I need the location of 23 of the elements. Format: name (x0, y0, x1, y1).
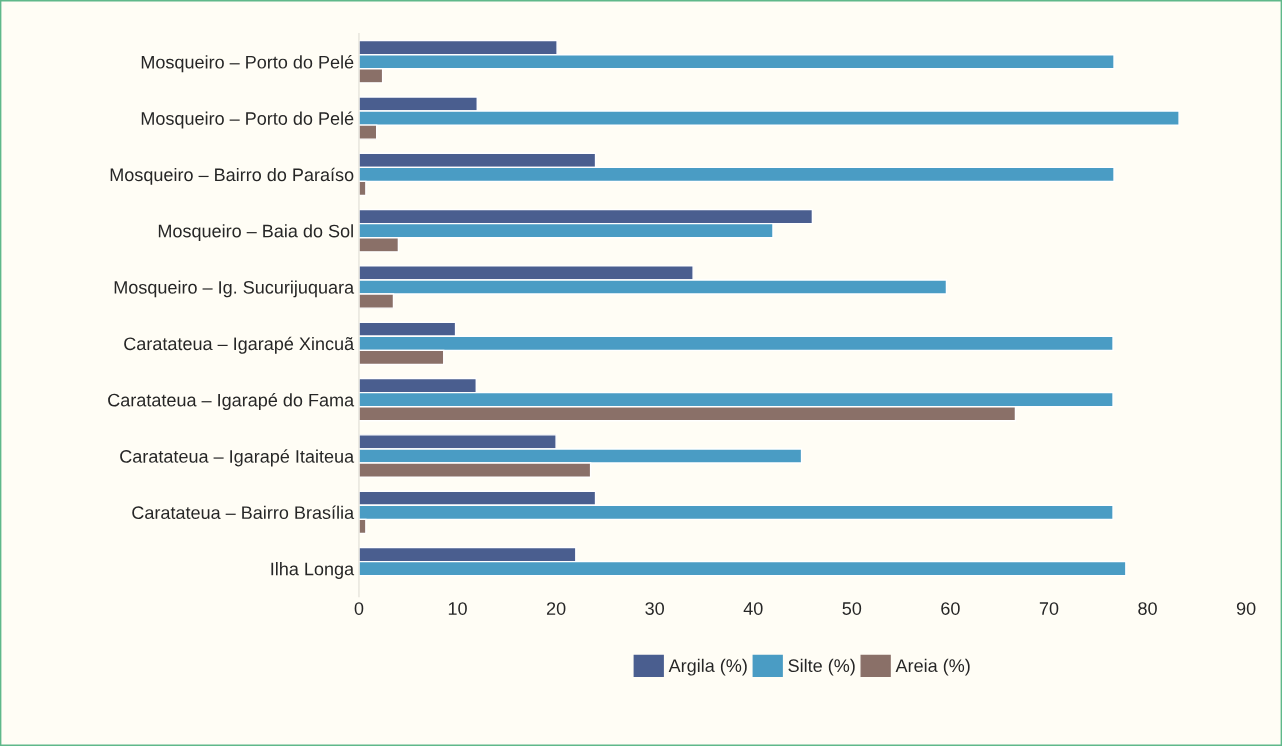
y-tick-label: Mosqueiro – Bairro do Paraíso (110, 167, 354, 185)
x-tick-label: 40 (743, 602, 763, 615)
y-tick-label: Caratateua – Igarapé Xincuã (124, 336, 355, 354)
x-tick-label: 10 (448, 602, 467, 615)
x-tick-label: 60 (941, 602, 960, 615)
legend-label: Areia (%) (895, 658, 970, 676)
x-tick-label: 20 (546, 602, 566, 615)
x-tick-label: 70 (1039, 602, 1059, 615)
y-tick-label: Mosqueiro – Porto do Pelé (141, 111, 354, 129)
y-tick-label: Caratateua – Igarapé do Fama (108, 393, 355, 411)
y-tick-label: Mosqueiro – Ig. Sucurijuquara (114, 280, 355, 298)
y-tick-label: Caratateua – Bairro Brasília (132, 505, 355, 520)
x-tick-label: 0 (354, 602, 364, 615)
x-tick-label: 30 (645, 602, 665, 615)
x-tick-label: 90 (1236, 602, 1256, 615)
legend-label: Silte (%) (788, 658, 855, 676)
x-tick-label: 50 (842, 602, 862, 615)
y-tick-label: Ilha Longa (271, 562, 355, 579)
y-tick-label: Mosqueiro – Porto do Pelé (141, 55, 354, 73)
legend-label: Argila (%) (668, 658, 747, 676)
y-tick-label: Mosqueiro – Baia do Sol (158, 224, 353, 241)
y-tick-label: Caratateua – Igarapé Itaiteua (120, 449, 355, 467)
x-tick-label: 80 (1138, 602, 1157, 615)
